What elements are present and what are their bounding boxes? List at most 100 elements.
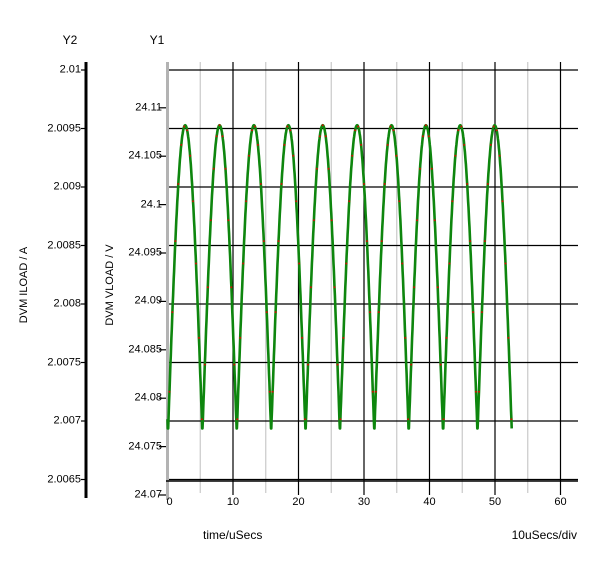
sample-marker [383,183,386,185]
sample-marker [248,154,250,157]
sample-marker [395,154,398,157]
sample-marker [351,154,354,157]
y1-tick-label: 24.1 [140,198,162,211]
y2-tick-label: 2.0085 [47,239,81,251]
sample-marker [413,286,416,289]
sample-marker [212,167,215,170]
sample-marker [224,167,227,170]
sample-marker [307,363,309,366]
sample-marker [218,124,221,127]
sample-marker [180,143,183,146]
sample-marker [318,135,321,138]
sample-marker [392,129,395,132]
sample-marker [419,167,421,170]
x-tick-label: 20 [292,496,305,508]
sample-marker [327,167,330,170]
sample-marker [422,135,424,138]
sample-marker [289,129,292,132]
sample-marker [195,262,197,265]
sample-marker [377,311,380,314]
sample-marker [301,336,304,339]
y2-tick-label: 2.0095 [47,122,81,134]
sample-marker [174,240,177,243]
y1-tick-label: 24.07 [134,488,162,501]
sample-marker [309,286,312,289]
sample-marker [268,390,271,393]
sample-marker [354,129,357,132]
sample-marker [501,200,504,203]
sample-marker [227,219,230,222]
sample-marker [460,125,463,128]
y1-axis-name: Y1 [149,33,165,47]
sample-marker [259,183,262,185]
y1-tick-label: 24.095 [128,246,162,259]
sample-marker [265,311,268,314]
sample-marker [345,262,348,265]
sample-marker [236,418,239,421]
sample-marker [486,183,489,185]
sample-marker [215,135,218,138]
sample-marker [448,262,451,265]
sample-marker [430,167,433,170]
sample-marker [298,262,301,265]
sample-marker [489,143,492,146]
sample-marker [168,390,171,393]
sample-marker [197,336,200,339]
sample-marker [416,219,419,222]
sample-marker [401,262,404,265]
sample-marker [478,390,480,393]
sample-marker [457,129,460,132]
sample-marker [242,262,245,265]
sample-marker [504,262,507,265]
y1-tick-label: 24.11 [135,101,162,114]
sample-marker [439,363,442,366]
y2-tick-label: 2.01 [59,63,81,76]
sample-marker [315,167,318,170]
sample-marker [357,125,360,128]
sample-marker [292,154,295,157]
x-axis-scale-note: 10uSecs/div [511,528,577,542]
sample-marker [262,240,265,243]
sample-marker [171,311,174,314]
sample-marker [454,154,457,157]
x-tick-label: 40 [423,496,436,508]
sample-marker [312,219,315,222]
sample-marker [333,286,336,289]
sample-marker [498,154,501,157]
y2-tick-label: 2.008 [53,297,81,310]
y1-tick-label: 24.09 [134,294,162,307]
sample-marker [277,240,280,243]
sample-marker [200,418,203,421]
sample-marker [469,240,472,243]
sample-marker [336,363,339,366]
sample-marker [436,286,439,289]
sample-marker [492,125,495,128]
y1-tick-label: 24.105 [128,149,162,162]
x-tick-label: 50 [488,496,502,508]
sample-marker [410,363,413,366]
sample-marker [286,125,289,128]
sample-marker [466,183,469,185]
sample-marker [507,336,510,339]
y2-tick-label: 2.0065 [47,473,81,485]
sample-marker [451,200,454,203]
sample-marker [330,219,333,222]
sample-marker [192,200,194,203]
sample-marker [404,336,407,339]
sample-marker [233,363,236,366]
sample-marker [324,135,327,138]
y1-tick-label: 24.08 [134,391,162,404]
sample-marker [380,240,383,243]
sample-marker [389,125,392,128]
sample-marker [251,129,253,132]
sample-marker [280,183,283,185]
sample-marker [475,390,477,393]
sample-marker [386,143,389,146]
sample-marker [339,418,342,421]
y2-tick-label: 2.007 [53,414,81,427]
x-tick-label: 60 [554,496,567,508]
sample-marker [253,125,256,128]
sample-marker [177,183,180,185]
